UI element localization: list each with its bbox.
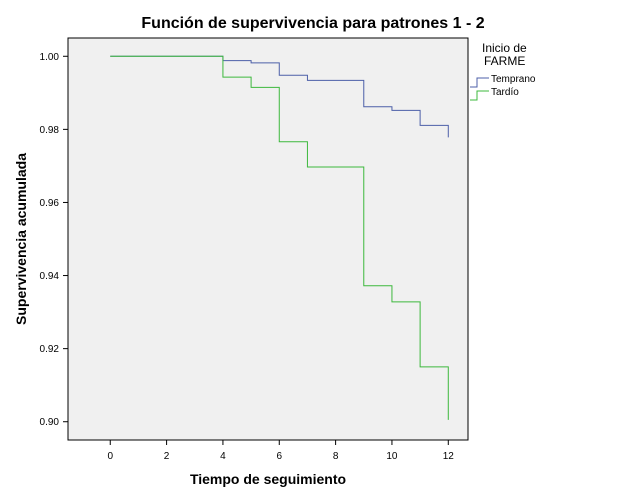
y-tick-label: 0.90 (40, 417, 60, 428)
x-tick-label: 10 (386, 451, 398, 462)
y-tick-label: 0.98 (40, 125, 60, 136)
x-tick-label: 4 (220, 451, 226, 462)
legend-label-0: Temprano (491, 74, 536, 85)
series-line-1 (110, 55, 449, 420)
x-tick-label: 12 (443, 451, 455, 462)
x-tick-label: 2 (164, 451, 170, 462)
plot-area (67, 37, 469, 441)
legend-swatch-1 (470, 90, 489, 101)
legend-swatch-0 (470, 77, 489, 88)
legend: Inicio de FARME Temprano Tardío (470, 41, 536, 101)
x-tick-label: 6 (276, 451, 282, 462)
y-axis-label: Supervivencia acumulada (13, 153, 29, 325)
legend-title-line1: Inicio de (482, 41, 527, 55)
series-line-0 (110, 55, 449, 138)
legend-title-line2: FARME (484, 54, 525, 68)
y-tick-label: 1.00 (40, 52, 60, 63)
legend-label-1: Tardío (491, 87, 519, 98)
series-layer (110, 55, 449, 420)
chart-title: Función de supervivencia para patrones 1… (141, 15, 484, 32)
x-axis: 0 2 4 6 8 10 12 (107, 440, 454, 462)
y-tick-label: 0.92 (40, 344, 60, 355)
x-tick-label: 0 (107, 451, 113, 462)
x-axis-label: Tiempo de seguimiento (190, 471, 346, 487)
y-tick-label: 0.94 (40, 271, 60, 282)
y-tick-label: 0.96 (40, 198, 60, 209)
y-axis: 0.90 0.92 0.94 0.96 0.98 1.00 (40, 52, 68, 428)
x-tick-label: 8 (333, 451, 339, 462)
